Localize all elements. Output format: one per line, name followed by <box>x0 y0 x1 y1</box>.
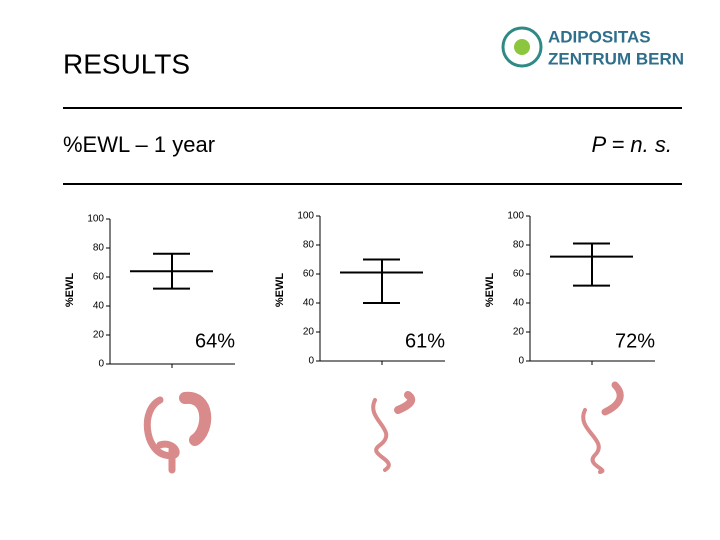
value-label: 61% <box>405 330 445 352</box>
y-tick-label: 80 <box>303 240 315 251</box>
stomach-drawing <box>179 391 212 446</box>
bypass-drawing <box>371 398 391 472</box>
y-tick-label: 0 <box>98 359 104 370</box>
bypass-drawing <box>601 381 624 416</box>
logo-ring <box>501 26 543 68</box>
y-tick-label: 40 <box>513 298 525 309</box>
y-tick-label: 0 <box>518 356 524 367</box>
y-tick-label: 60 <box>93 272 105 283</box>
y-tick-label: 0 <box>308 356 314 367</box>
y-tick-label: 60 <box>513 269 525 280</box>
bypass-drawing <box>394 391 416 414</box>
y-axis-label: %EWL <box>64 273 76 308</box>
y-tick-label: 100 <box>297 211 314 222</box>
logo-text: ADIPOSITAS <box>548 27 651 46</box>
logo-text: ZENTRUM BERN <box>548 49 684 68</box>
value-label: 72% <box>615 330 655 352</box>
y-tick-label: 40 <box>303 298 315 309</box>
logo-dot <box>514 39 530 55</box>
y-tick-label: 40 <box>93 301 105 312</box>
y-tick-label: 80 <box>513 240 525 251</box>
bypass-drawing <box>581 408 605 474</box>
y-tick-label: 100 <box>87 214 104 225</box>
subtitle: %EWL – 1 year <box>63 132 215 157</box>
y-tick-label: 20 <box>303 327 315 338</box>
y-tick-label: 100 <box>507 211 524 222</box>
y-tick-label: 80 <box>93 243 105 254</box>
value-label: 64% <box>195 330 235 352</box>
p-value: P = n. s. <box>591 132 672 157</box>
y-tick-label: 20 <box>93 330 105 341</box>
slide-title: RESULTS <box>63 48 190 79</box>
logo: ADIPOSITAS ZENTRUM BERN <box>501 26 684 68</box>
y-axis-label: %EWL <box>484 273 496 308</box>
y-tick-label: 60 <box>303 269 315 280</box>
y-axis-label: %EWL <box>274 273 286 308</box>
y-tick-label: 20 <box>513 327 525 338</box>
illustrations <box>143 381 624 474</box>
